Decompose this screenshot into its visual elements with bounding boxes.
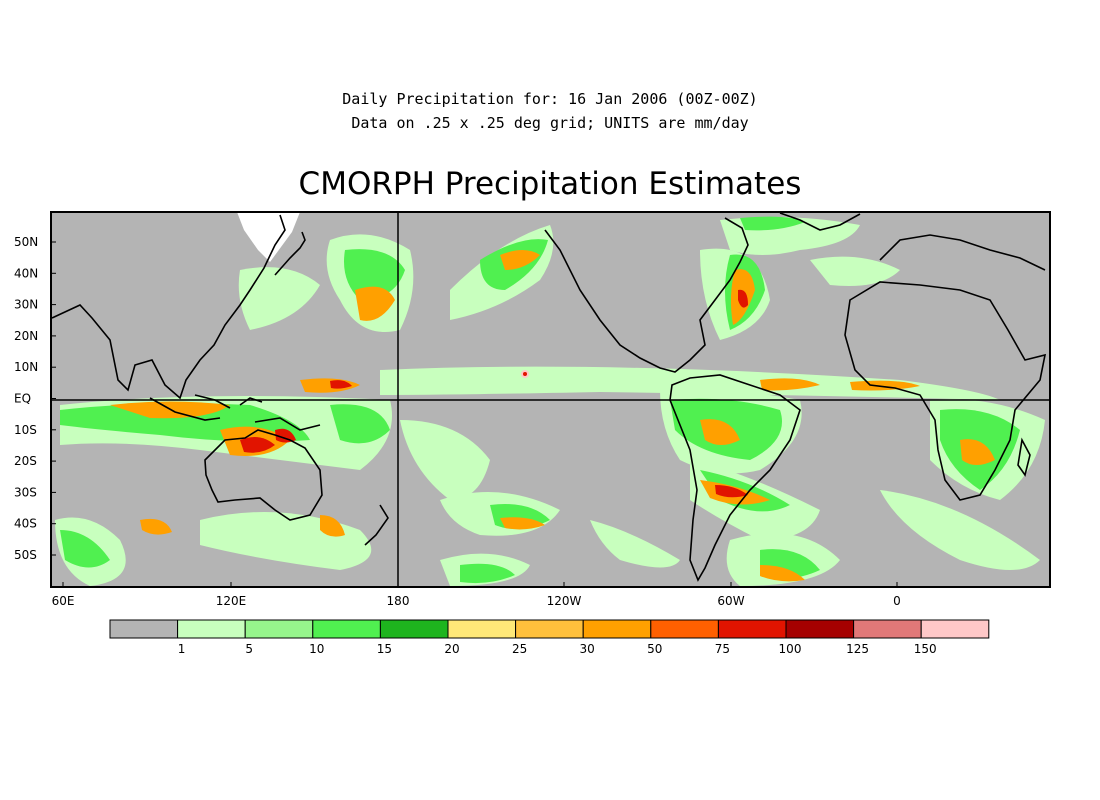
- legend-swatch: [582, 619, 652, 639]
- map-title: CMORPH Precipitation Estimates: [298, 166, 802, 202]
- precipitation-field: [55, 216, 1045, 586]
- longitude-axis: 60E 120E 180 120W 60W 0: [52, 582, 901, 608]
- lon-tick-label: 120E: [216, 594, 247, 608]
- legend-swatch: [717, 619, 787, 639]
- legend-label: 75: [715, 642, 730, 656]
- lat-tick-label: 20S: [14, 454, 37, 468]
- legend-label: 1: [178, 642, 186, 656]
- lat-tick-label: 20N: [14, 329, 38, 343]
- legend-swatch: [312, 619, 381, 639]
- legend-swatch: [920, 619, 990, 639]
- lat-tick-label: EQ: [14, 392, 31, 406]
- legend-swatch: [785, 619, 855, 639]
- legend-swatch: [515, 619, 584, 639]
- lat-tick-label: 30S: [14, 485, 37, 499]
- legend-swatch: [853, 619, 922, 639]
- legend-swatch: [177, 619, 246, 639]
- legend-label: 5: [245, 642, 253, 656]
- lon-tick-label: 60E: [52, 594, 75, 608]
- latitude-axis: 50N 40N 30N 20N 10N EQ 10S 20S 30S 40S 50S: [14, 235, 56, 562]
- legend-swatch: [650, 619, 719, 639]
- legend-label: 100: [779, 642, 802, 656]
- lon-tick-label: 60W: [717, 594, 744, 608]
- legend-label: 50: [647, 642, 662, 656]
- lat-tick-label: 10N: [14, 360, 38, 374]
- legend-label: 10: [309, 642, 324, 656]
- lat-tick-label: 30N: [14, 298, 38, 312]
- legend-label: 30: [580, 642, 595, 656]
- lat-tick-label: 50N: [14, 235, 38, 249]
- lat-tick-label: 10S: [14, 423, 37, 437]
- legend-label: 15: [377, 642, 392, 656]
- legend-swatch: [447, 619, 517, 639]
- legend-swatch: [379, 619, 449, 639]
- no-data-region: [237, 212, 300, 262]
- lat-tick-label: 40N: [14, 266, 38, 280]
- legend-label: 125: [846, 642, 869, 656]
- legend-label: 20: [444, 642, 459, 656]
- subtitle-units: Data on .25 x .25 deg grid; UNITS are mm…: [351, 114, 749, 132]
- legend-label: 25: [512, 642, 527, 656]
- subtitle-date: Daily Precipitation for: 16 Jan 2006 (00…: [342, 90, 758, 108]
- map-frame: [50, 211, 1051, 588]
- lon-tick-label: 180: [387, 594, 410, 608]
- legend-swatch: [109, 619, 179, 639]
- lat-tick-label: 50S: [14, 548, 37, 562]
- lon-tick-label: 0: [893, 594, 901, 608]
- color-legend: 1 5 10 15 20 25 30 50 75 100 125 150: [109, 619, 990, 656]
- legend-swatch: [244, 619, 314, 639]
- legend-label: 150: [914, 642, 937, 656]
- lat-tick-label: 40S: [14, 517, 37, 531]
- lon-tick-label: 120W: [547, 594, 582, 608]
